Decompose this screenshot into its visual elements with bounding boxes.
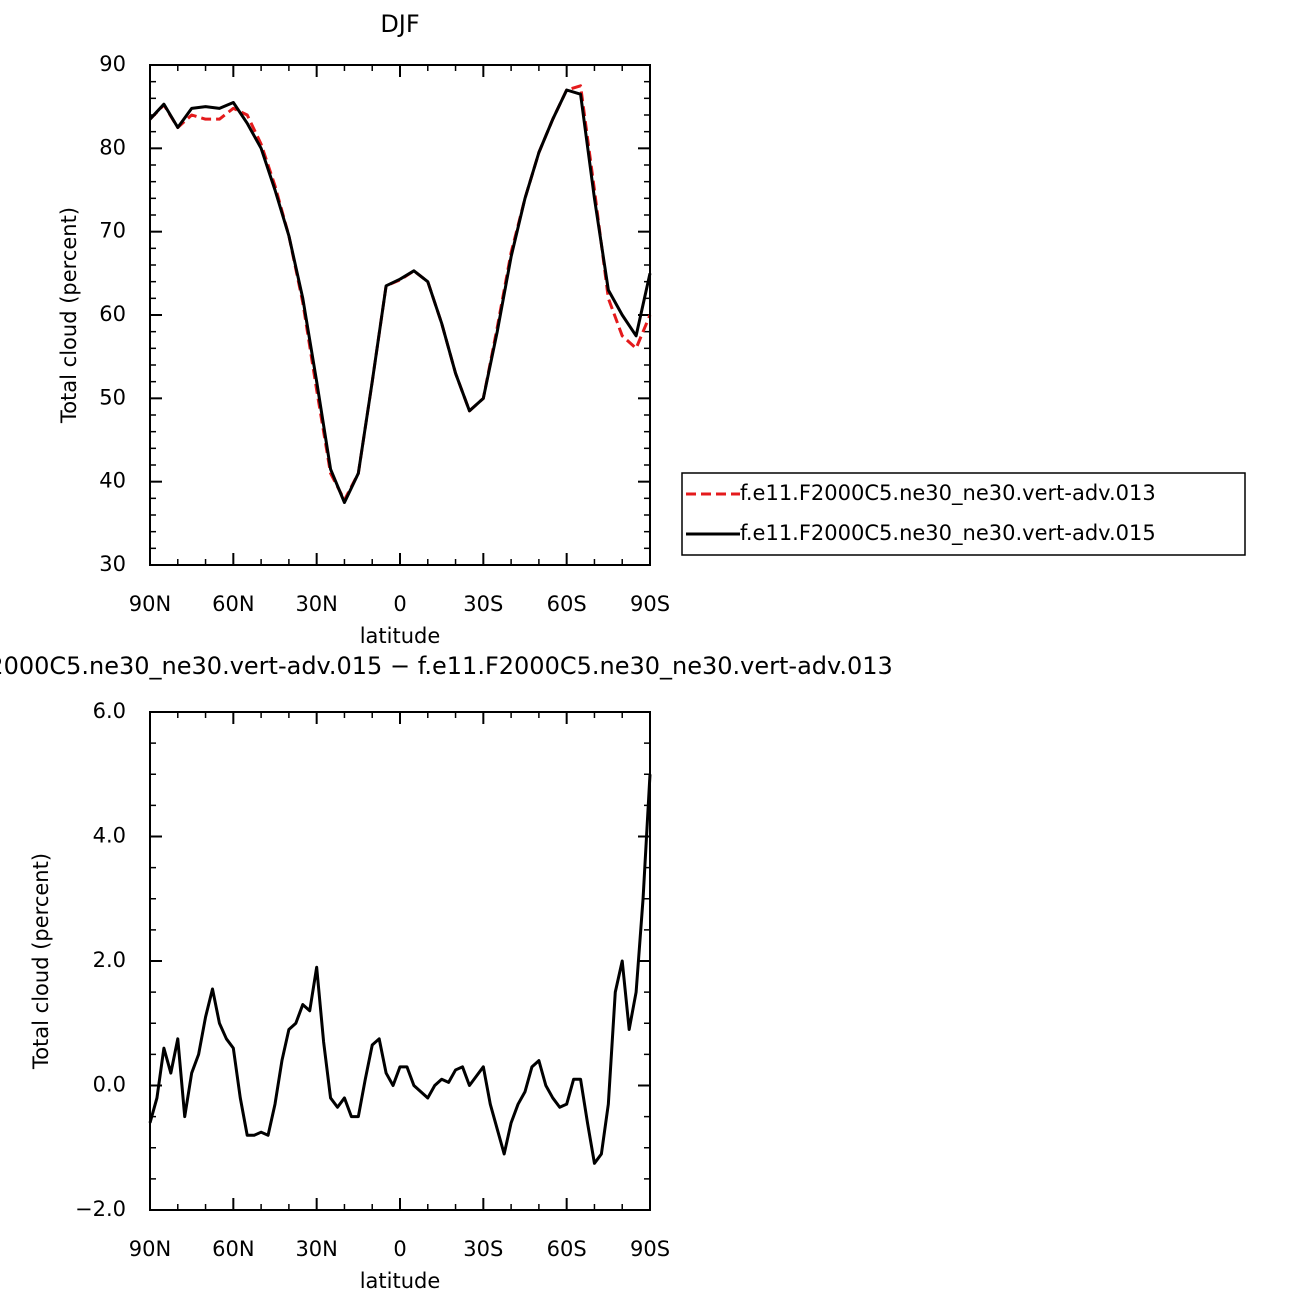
- x-tick-label: 90S: [630, 592, 670, 616]
- line-series: [148, 774, 652, 1165]
- y-tick-label: −2.0: [75, 1197, 126, 1221]
- plot-frame: [149, 711, 651, 1211]
- y-tick-label: 70: [99, 219, 126, 243]
- x-tick-label: 90N: [129, 1237, 171, 1261]
- y-tick-label: 50: [99, 385, 126, 409]
- y-axis-label: Total cloud (percent): [29, 853, 53, 1070]
- chart-title: DJF: [380, 10, 419, 38]
- legend: f.e11.F2000C5.ne30_ne30.vert-adv.013 f.e1…: [681, 472, 1246, 556]
- plot-frame: [149, 64, 651, 566]
- x-tick-label: 30S: [463, 592, 503, 616]
- x-tick-label: 0: [393, 592, 406, 616]
- x-tick-label: 60S: [547, 592, 587, 616]
- y-tick-label: 60: [99, 302, 126, 326]
- y-tick-label: 4.0: [93, 824, 126, 848]
- panel: DJF 90N 60N 30N 0 30S 60S 90S 30 40 50 60 70 80 90 lati…: [57, 10, 1246, 648]
- x-tick-label: 60N: [212, 1237, 254, 1261]
- panel: f.e11.F2000C5.ne30_ne30.vert-adv.015 − f…: [0, 652, 893, 1293]
- y-tick-label: 6.0: [93, 699, 126, 723]
- legend-box: [681, 472, 1246, 556]
- line-series: [148, 88, 652, 504]
- x-tick-label: 30N: [295, 592, 337, 616]
- y-tick-label: 40: [99, 469, 126, 493]
- x-tick-label: 0: [393, 1237, 406, 1261]
- x-tick-label: 90N: [129, 592, 171, 616]
- y-tick-label: 0.0: [93, 1073, 126, 1097]
- y-tick-label: 90: [99, 52, 126, 76]
- legend-label: f.e11.F2000C5.ne30_ne30.vert-adv.013: [740, 481, 1156, 506]
- x-tick-label: 30N: [295, 1237, 337, 1261]
- y-tick-label: 2.0: [93, 948, 126, 972]
- y-axis-label: Total cloud (percent): [57, 207, 81, 424]
- line-series: [148, 84, 652, 502]
- x-tick-label: 30S: [463, 1237, 503, 1261]
- x-tick-label: 60N: [212, 592, 254, 616]
- chart-title: f.e11.F2000C5.ne30_ne30.vert-adv.015 − f…: [0, 652, 893, 680]
- x-axis-label: latitude: [360, 624, 441, 648]
- x-tick-label: 60S: [547, 1237, 587, 1261]
- x-axis-label: latitude: [360, 1269, 441, 1293]
- y-tick-label: 30: [99, 552, 126, 576]
- y-tick-label: 80: [99, 135, 126, 159]
- x-tick-label: 90S: [630, 1237, 670, 1261]
- legend-label: f.e11.F2000C5.ne30_ne30.vert-adv.015: [740, 521, 1156, 546]
